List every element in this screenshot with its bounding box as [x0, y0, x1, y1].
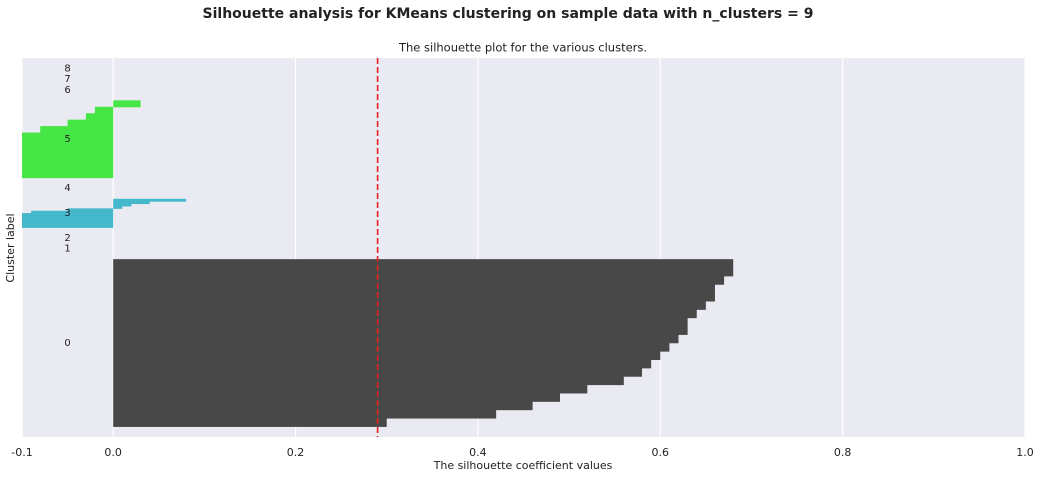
cluster-label: 0 [64, 338, 70, 349]
silhouette-bar [113, 275, 725, 285]
silhouette-bar [113, 317, 688, 327]
silhouette-bar [113, 392, 560, 402]
silhouette-bar [113, 300, 706, 310]
silhouette-bar [22, 145, 114, 153]
silhouette-bar [113, 367, 643, 377]
silhouette-bar [113, 342, 670, 352]
x-tick-label: 0.4 [469, 446, 487, 459]
silhouette-bar [22, 164, 114, 172]
silhouette-bar [113, 201, 150, 205]
silhouette-bar [22, 225, 114, 228]
silhouette-bar [67, 208, 114, 212]
silhouette-bar [22, 220, 114, 224]
silhouette-bar [113, 284, 715, 294]
silhouette-bar [113, 418, 387, 427]
silhouette-bar [113, 259, 734, 269]
silhouette-bar [113, 326, 688, 335]
silhouette-bar [113, 409, 497, 419]
silhouette-bar [31, 210, 114, 214]
silhouette-bar [113, 198, 187, 202]
silhouette-bar [113, 334, 679, 344]
cluster-label: 2 [64, 233, 70, 244]
x-tick-label: 0.8 [834, 446, 852, 459]
silhouette-bar [22, 217, 114, 221]
silhouette-bar [113, 401, 533, 411]
x-axis-label: The silhouette coefficient values [433, 459, 613, 472]
silhouette-bar [113, 309, 697, 319]
silhouette-bar [113, 203, 132, 207]
silhouette-bar [94, 106, 114, 114]
y-axis-label: Cluster label [4, 213, 17, 282]
cluster-label: 7 [64, 74, 70, 85]
chart-title: The silhouette plot for the various clus… [398, 41, 647, 55]
silhouette-bar [22, 215, 114, 219]
x-tick-label: 0.2 [287, 446, 305, 459]
silhouette-bar [22, 151, 114, 159]
x-tick-label: 0.0 [104, 446, 122, 459]
silhouette-bar [67, 119, 114, 127]
cluster-label: 6 [64, 85, 70, 96]
silhouette-bar [22, 222, 114, 226]
silhouette-bar [22, 132, 114, 140]
silhouette-bar [113, 384, 588, 394]
cluster-label: 1 [64, 244, 70, 255]
silhouette-bar [113, 359, 652, 369]
silhouette-bar [22, 158, 114, 166]
cluster-label: 5 [64, 134, 70, 145]
cluster-label: 4 [64, 183, 70, 194]
silhouette-bar [113, 205, 123, 209]
silhouette-bar [113, 100, 141, 108]
suptitle: Silhouette analysis for KMeans clusterin… [203, 6, 814, 22]
silhouette-bar [22, 171, 114, 179]
x-tick-label: 0.6 [652, 446, 670, 459]
silhouette-bar [113, 292, 715, 302]
cluster-label: 3 [64, 208, 70, 219]
silhouette-bar [113, 376, 624, 386]
silhouette-bar [22, 138, 114, 146]
x-tick-label: -0.1 [11, 446, 32, 459]
x-tick-label: 1.0 [1016, 446, 1034, 459]
cluster-label: 8 [64, 64, 70, 75]
silhouette-bar [22, 213, 114, 216]
silhouette-bar [113, 351, 661, 361]
silhouette-bar [85, 113, 114, 121]
silhouette-bar [113, 267, 734, 277]
silhouette-bar [40, 126, 114, 134]
